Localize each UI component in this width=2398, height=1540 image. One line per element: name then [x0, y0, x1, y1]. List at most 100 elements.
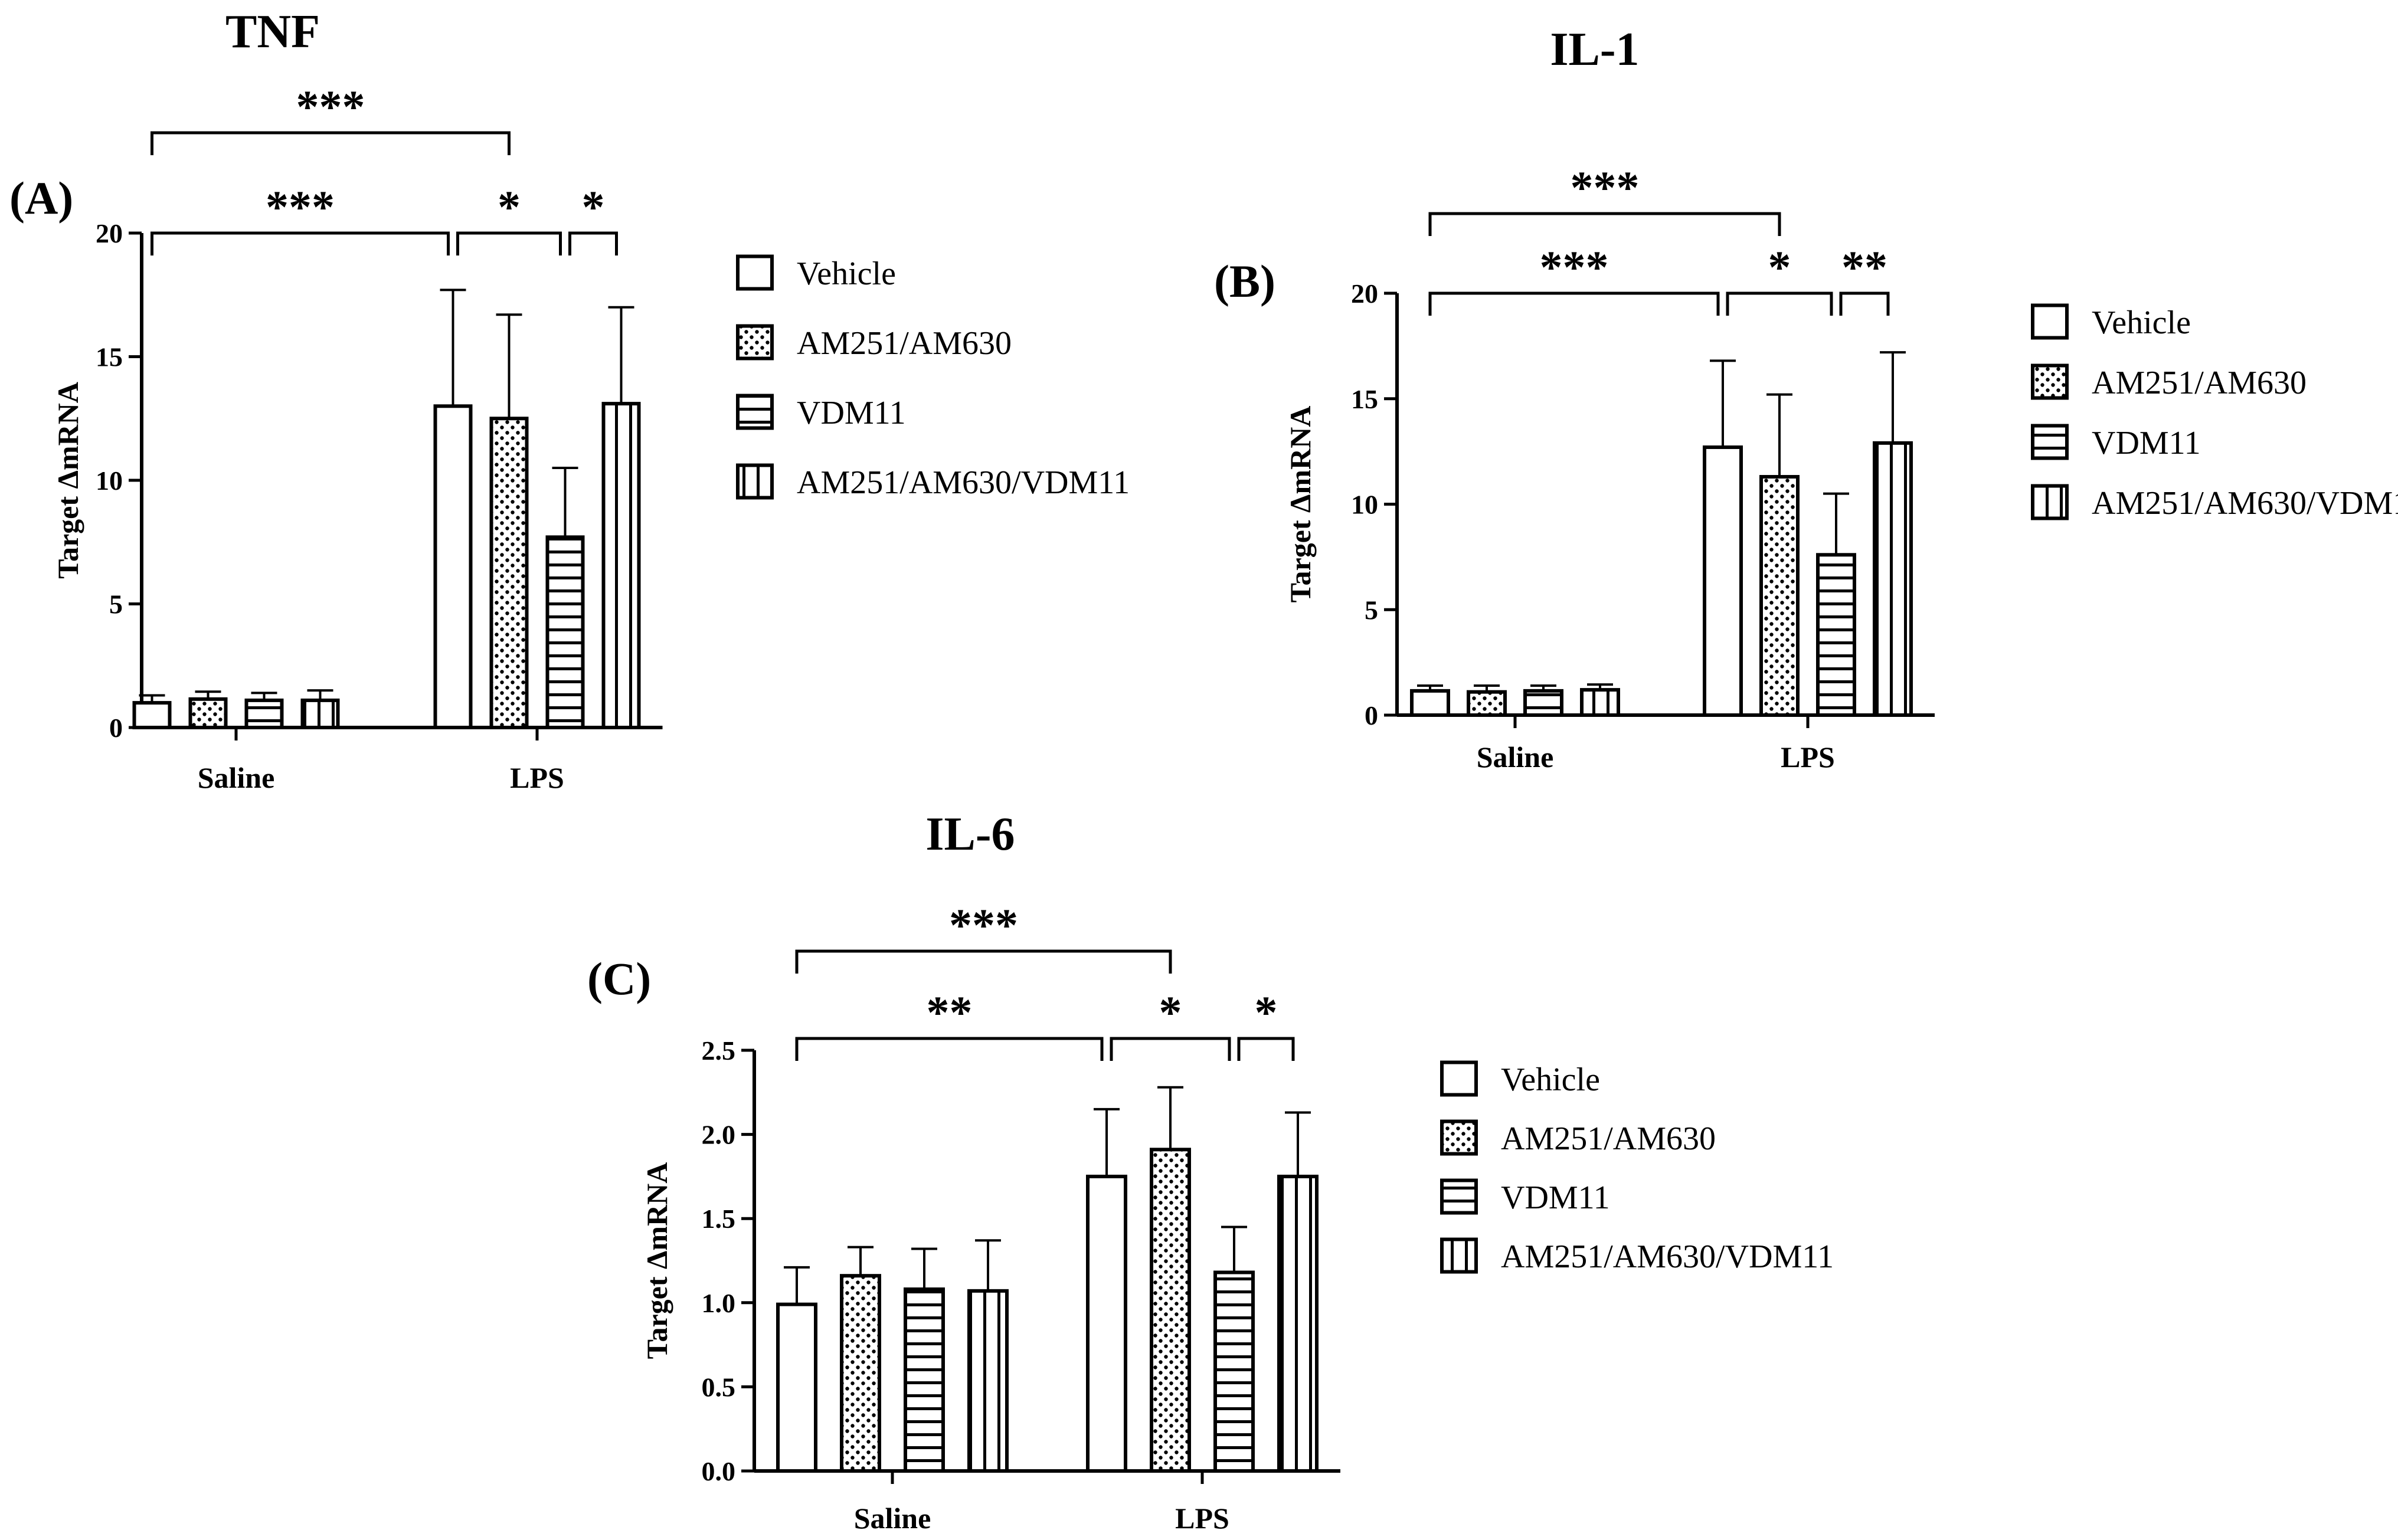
legend-label: AM251/AM630 [1501, 1120, 1716, 1157]
legend-swatch-dots [736, 324, 774, 361]
bar-saline-4 [967, 1289, 1009, 1473]
significance-bracket [1726, 291, 1833, 316]
panel-label: (A) [9, 172, 73, 224]
significance-label: *** [949, 899, 1018, 951]
x-tick-label-saline: Saline [198, 761, 275, 794]
legend-swatch-plain [1440, 1060, 1478, 1097]
x-tick-label-lps: LPS [510, 761, 564, 794]
bar-saline-4 [300, 698, 340, 730]
panel-label: (B) [1214, 255, 1275, 307]
bar-lps-4 [1873, 441, 1913, 717]
bar-saline-3 [244, 698, 284, 730]
y-tick-label: 20 [96, 218, 123, 248]
bar-lps-1 [1703, 445, 1743, 717]
bar-lps-1 [433, 404, 473, 729]
chart-title: IL-1 [1550, 24, 1639, 76]
bar-lps-3 [545, 535, 585, 729]
significance-label: *** [296, 81, 365, 132]
bar-lps-4 [1277, 1174, 1319, 1473]
significance-bracket [568, 231, 618, 255]
legend-label: VDM11 [1501, 1179, 1610, 1216]
y-axis-label: Target ΔmRNA [51, 382, 84, 579]
bar-lps-1 [1086, 1174, 1127, 1473]
y-tick-label: 20 [1351, 278, 1378, 309]
significance-label: ** [927, 987, 973, 1038]
legend-swatch-vlines [2031, 484, 2069, 520]
significance-bracket [151, 131, 511, 155]
y-tick-label: 5 [109, 589, 123, 620]
y-tick-label: 15 [1351, 384, 1378, 414]
y-tick-label: 0 [109, 713, 123, 743]
bar-lps-2 [1759, 475, 1800, 717]
legend-swatch-plain [736, 254, 774, 291]
y-tick-label: 2.0 [702, 1120, 736, 1150]
significance-label: *** [266, 181, 335, 232]
bar-lps-3 [1816, 553, 1856, 717]
y-tick-label: 0.5 [702, 1372, 736, 1402]
bar-saline-1 [132, 701, 172, 729]
bar-lps-2 [489, 417, 529, 729]
chart-title: IL-6 [925, 808, 1015, 860]
y-tick-label: 2.5 [702, 1036, 736, 1066]
legend-label: Vehicle [1501, 1061, 1600, 1098]
bar-saline-2 [188, 697, 228, 729]
legend-label: AM251/AM630 [797, 325, 1012, 362]
y-axis-label: Target ΔmRNA [1284, 406, 1317, 603]
y-tick-label: 1.0 [702, 1288, 736, 1318]
legend-swatch-vlines [736, 463, 774, 500]
bar-saline-3 [1523, 689, 1563, 717]
legend-label: Vehicle [797, 255, 896, 292]
legend-swatch-hlines [1440, 1178, 1478, 1215]
chart-title: TNF [225, 6, 320, 58]
legend-label: AM251/AM630/VDM11 [2092, 485, 2398, 522]
bar-saline-2 [1467, 690, 1507, 717]
bar-saline-4 [1580, 688, 1620, 717]
y-tick-label: 1.5 [702, 1204, 736, 1234]
bar-lps-4 [601, 402, 641, 729]
significance-bracket [1237, 1037, 1295, 1061]
x-tick-label-lps: LPS [1781, 740, 1835, 774]
significance-bracket [1428, 212, 1781, 236]
y-tick-label: 10 [96, 466, 123, 496]
significance-label: * [1768, 241, 1791, 293]
legend-swatch-dots [1440, 1119, 1478, 1156]
x-tick-label-saline: Saline [1477, 740, 1554, 774]
y-tick-label: 0.0 [702, 1456, 736, 1486]
y-axis-label: Target ΔmRNA [640, 1162, 673, 1359]
legend-swatch-plain [2031, 303, 2069, 340]
chart-panel-3: IL-6 (C) 0.0 0.5 1.0 1.5 2.0 2.5 Target ΔmRNA Sal… [587, 808, 1834, 1535]
significance-label: ** [1841, 241, 1887, 293]
significance-bracket [456, 231, 562, 255]
legend-label: AM251/AM630 [2092, 365, 2307, 401]
significance-bracket [1428, 291, 1720, 316]
significance-label: * [498, 181, 521, 232]
legend-label: AM251/AM630/VDM11 [1501, 1238, 1834, 1275]
significance-bracket [151, 231, 450, 255]
significance-label: * [582, 181, 605, 232]
legend-swatch-vlines [1440, 1237, 1478, 1274]
legend-swatch-dots [2031, 363, 2069, 400]
y-tick-label: 5 [1365, 595, 1378, 625]
legend-label: VDM11 [797, 395, 906, 431]
legend-label: Vehicle [2092, 304, 2191, 341]
y-tick-label: 10 [1351, 490, 1378, 520]
legend-swatch-hlines [2031, 424, 2069, 460]
x-tick-label-lps: LPS [1175, 1502, 1229, 1535]
significance-bracket [795, 1037, 1104, 1061]
y-tick-label: 0 [1365, 700, 1378, 730]
significance-label: *** [1571, 162, 1640, 213]
legend-label: AM251/AM630/VDM11 [797, 464, 1130, 501]
legend-label: VDM11 [2092, 425, 2201, 461]
significance-label: * [1255, 987, 1278, 1038]
panel-label: (C) [587, 953, 651, 1004]
bar-lps-3 [1213, 1270, 1255, 1473]
significance-bracket [795, 949, 1172, 974]
significance-bracket [1110, 1037, 1231, 1061]
bar-saline-3 [904, 1287, 945, 1473]
significance-label: * [1159, 987, 1182, 1038]
bar-lps-2 [1150, 1148, 1191, 1473]
bar-saline-1 [776, 1302, 817, 1473]
